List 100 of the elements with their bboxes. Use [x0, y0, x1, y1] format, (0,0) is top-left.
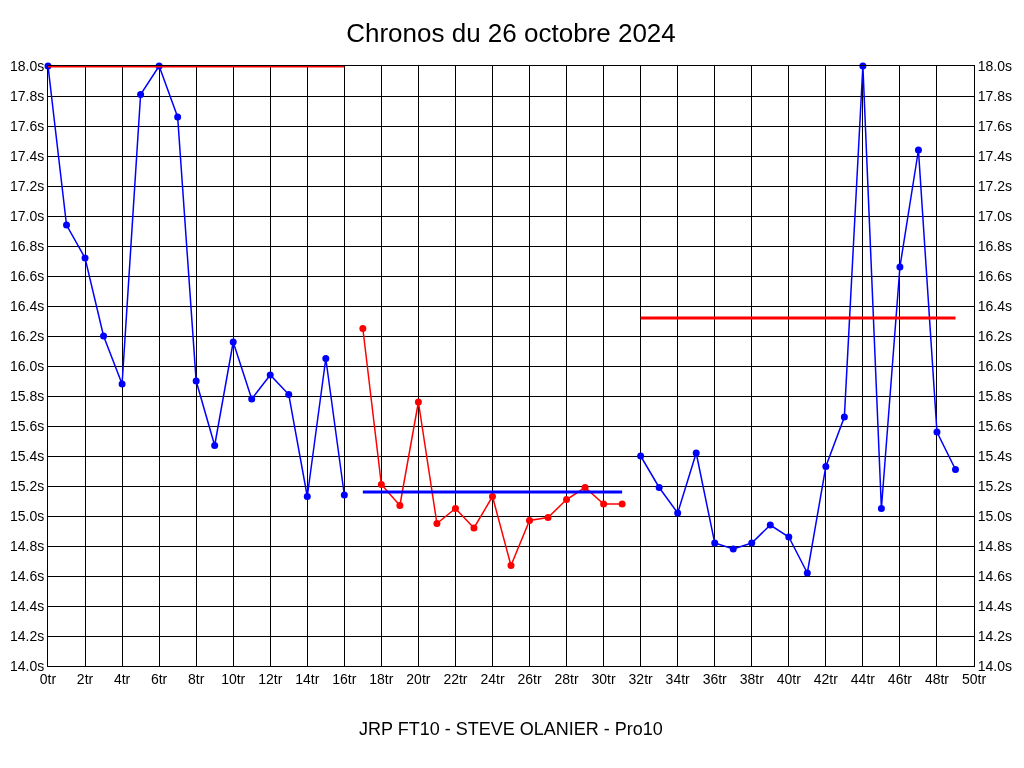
y-tick-label: 16.4s [9, 297, 45, 314]
y2-tick-label: 15.8s [977, 387, 1013, 404]
x-axis-title: JRP FT10 - STEVE OLANIER - Pro10 [359, 718, 663, 739]
point [451, 505, 459, 512]
point [174, 113, 182, 121]
point [785, 533, 793, 541]
x-tick-label: 42tr [813, 670, 839, 687]
point [803, 569, 811, 577]
point [211, 442, 219, 449]
x-tick-label: 12tr [258, 670, 283, 687]
y-tick-label: 15.8s [9, 387, 45, 404]
point [951, 466, 959, 473]
y-tick-label: 15.0s [9, 507, 45, 524]
point [933, 428, 941, 436]
point [377, 481, 385, 488]
point [692, 449, 700, 457]
point [63, 221, 71, 229]
point [600, 500, 608, 508]
point [81, 254, 89, 262]
point [877, 505, 885, 512]
y2-tick-label: 17.4s [977, 147, 1013, 164]
y2-tick-label: 16.0s [977, 357, 1013, 374]
point [396, 502, 404, 509]
y-tick-label: 16.2s [9, 327, 45, 344]
y-tick-label: 16.0s [9, 357, 45, 374]
y-tick-label: 15.6s [9, 417, 45, 434]
x-tick-label: 22tr [443, 670, 468, 687]
y-tick-label: 15.4s [9, 447, 45, 464]
x-tick-label: 44tr [850, 670, 876, 687]
y2-tick-label: 18.0s [977, 57, 1013, 74]
point [729, 545, 737, 553]
y2-tick-label: 14.2s [977, 627, 1013, 644]
x-tick-label: 26tr [517, 670, 542, 687]
point [822, 463, 830, 470]
x-tick-label: 24tr [480, 670, 505, 687]
point [748, 539, 756, 547]
point [266, 371, 274, 379]
point [100, 332, 108, 340]
y-tick-label: 17.8s [9, 87, 45, 104]
x-tick-label: 28tr [554, 670, 579, 687]
x-tick-label: 40tr [776, 670, 802, 687]
point [414, 398, 422, 406]
y2-tick-label: 15.6s [977, 417, 1013, 434]
x-tick-label: 8tr [187, 670, 205, 687]
point [248, 395, 256, 403]
y2-tick-label: 14.8s [977, 537, 1013, 554]
y-tick-label: 17.0s [9, 207, 45, 224]
y2-tick-label: 15.2s [977, 477, 1013, 494]
chart-title: Chronos du 26 octobre 2024 [346, 18, 676, 49]
y2-tick-label: 14.6s [977, 567, 1013, 584]
y-tick-label: 17.2s [9, 177, 45, 194]
point [766, 521, 774, 529]
point [340, 491, 348, 499]
y-tick-label: 14.2s [9, 627, 45, 644]
y2-tick-label: 17.0s [977, 207, 1013, 224]
y2-tick-label: 17.2s [977, 177, 1013, 194]
x-tick-label: 10tr [221, 670, 246, 687]
y2-tick-label: 16.2s [977, 327, 1013, 344]
point [433, 520, 441, 527]
y-tick-label: 16.8s [9, 237, 45, 254]
point [544, 514, 552, 521]
point [285, 391, 293, 398]
y2-tick-label: 15.0s [977, 507, 1013, 524]
point [507, 562, 515, 569]
point [637, 452, 645, 460]
x-tick-label: 32tr [628, 670, 654, 687]
y-tick-label: 17.6s [9, 117, 45, 134]
point [526, 517, 534, 524]
y-tick-label: 18.0s [9, 57, 45, 74]
point [563, 496, 571, 503]
x-tick-label: 14tr [295, 670, 320, 687]
point [470, 524, 478, 532]
point [322, 355, 330, 362]
y-tick-label: 16.6s [9, 267, 45, 284]
y2-tick-label: 16.8s [977, 237, 1013, 254]
y2-tick-label: 15.4s [977, 447, 1013, 464]
point [914, 146, 922, 154]
y-tick-label: 14.8s [9, 537, 45, 554]
x-tick-label: 38tr [739, 670, 765, 687]
x-tick-label: 46tr [887, 670, 913, 687]
y2-tick-label: 17.8s [977, 87, 1013, 104]
x-tick-label: 20tr [406, 670, 431, 687]
y-tick-label: 15.2s [9, 477, 45, 494]
point [674, 509, 682, 517]
y2-tick-label: 16.6s [977, 267, 1013, 284]
x-tick-label: 34tr [665, 670, 691, 687]
y2-tick-label: 17.6s [977, 117, 1013, 134]
point [118, 380, 126, 388]
point [655, 484, 663, 491]
y-tick-label: 14.4s [9, 597, 45, 614]
x-tick-label: 2tr [76, 670, 94, 687]
x-tick-label: 18tr [369, 670, 394, 687]
point [192, 377, 200, 385]
point [229, 338, 237, 346]
point [488, 493, 496, 500]
x-tick-label: 36tr [702, 670, 728, 687]
y2-tick-label: 16.4s [977, 297, 1013, 314]
x-tick-label: 16tr [332, 670, 357, 687]
point [137, 91, 145, 98]
point [581, 484, 589, 491]
